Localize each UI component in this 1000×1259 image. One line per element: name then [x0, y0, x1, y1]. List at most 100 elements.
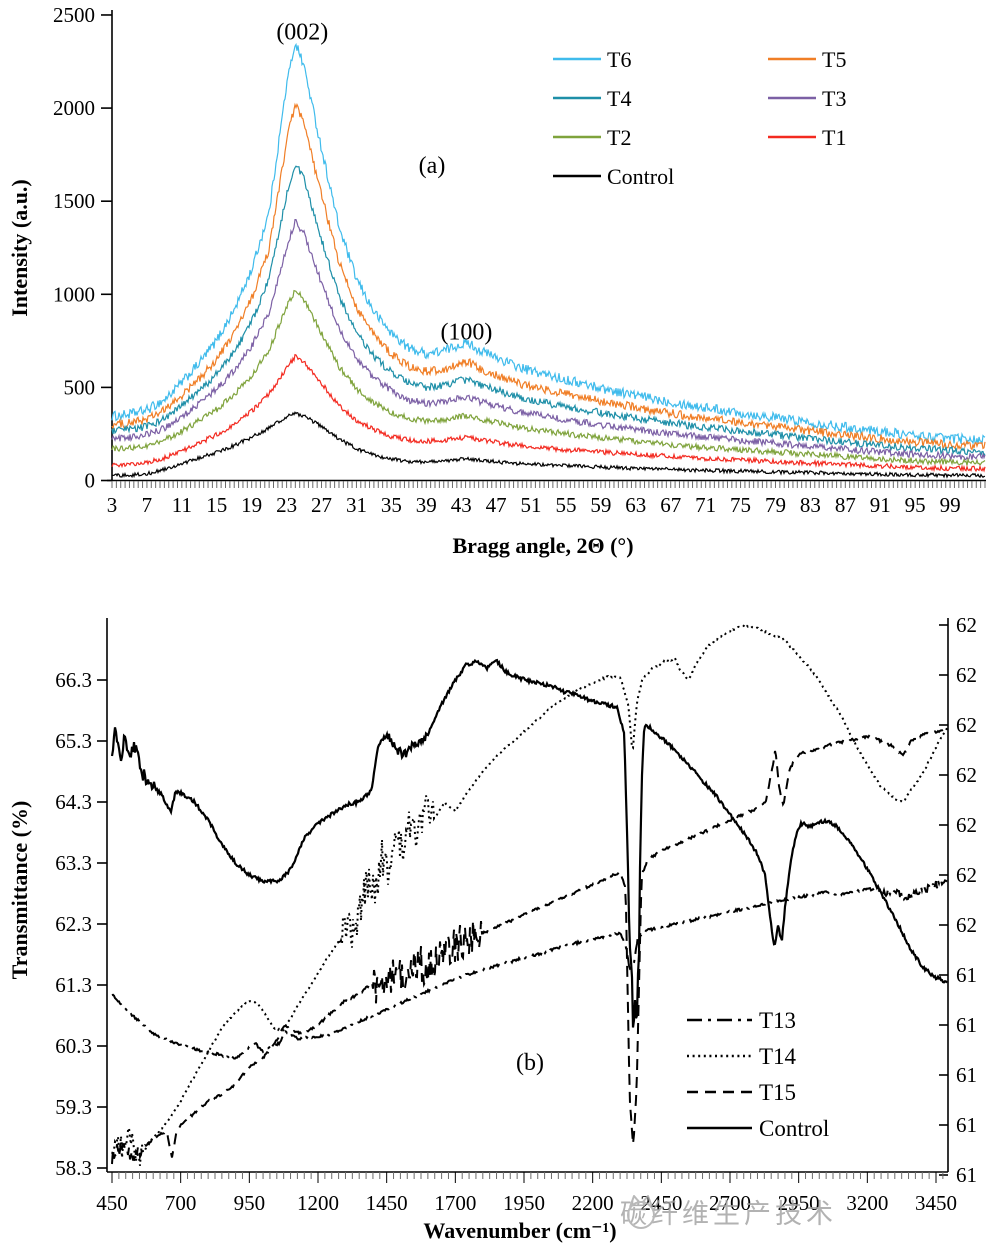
y-tick-label-right-b: 62	[956, 863, 977, 887]
x-tick-label-a: 39	[416, 493, 437, 517]
series-T4-line	[111, 165, 986, 457]
y-tick-label-right-b: 61	[956, 963, 977, 987]
y-axis-title-a: Intensity (a.u.)	[7, 179, 32, 317]
y-tick-label-right-b: 62	[956, 913, 977, 937]
x-tick-label-b: 2950	[778, 1191, 820, 1215]
x-tick-label-b: 450	[96, 1191, 128, 1215]
legend-label-Control: Control	[759, 1116, 829, 1141]
x-tick-label-a: 3	[107, 493, 118, 517]
y-tick-label-left-b: 64.3	[55, 790, 92, 814]
legend-label-Control: Control	[607, 164, 674, 189]
x-tick-label-a: 15	[206, 493, 227, 517]
x-tick-label-a: 75	[730, 493, 751, 517]
x-tick-label-b: 2700	[709, 1191, 751, 1215]
y-tick-label-right-b: 61	[956, 1163, 977, 1187]
series-Control-line	[111, 411, 986, 479]
series-T13-line	[111, 878, 948, 1061]
y-tick-label-right-b: 61	[956, 1013, 977, 1037]
series-Control-line	[110, 658, 948, 1028]
peak-annotation: (100)	[440, 320, 492, 346]
y-tick-label-left-b: 60.3	[55, 1034, 92, 1058]
series-T14-line	[111, 622, 948, 1166]
x-tick-label-a: 83	[800, 493, 821, 517]
x-tick-label-a: 27	[311, 493, 332, 517]
y-tick-label-a: 0	[85, 469, 96, 493]
x-tick-label-a: 95	[905, 493, 926, 517]
x-tick-label-a: 11	[172, 493, 192, 517]
x-tick-label-b: 2450	[640, 1191, 682, 1215]
y-tick-label-right-b: 61	[956, 1113, 977, 1137]
x-tick-label-a: 91	[870, 493, 891, 517]
legend-label-T2: T2	[607, 125, 631, 150]
y-tick-label-a: 2000	[53, 96, 95, 120]
legend-label-T14: T14	[759, 1044, 797, 1069]
panel-label-a: (a)	[419, 153, 446, 179]
y-tick-label-a: 2500	[53, 3, 95, 27]
x-axis-title-a: Bragg angle, 2Θ (°)	[452, 533, 633, 558]
y-tick-label-right-b: 62	[956, 713, 977, 737]
x-tick-label-a: 59	[590, 493, 611, 517]
series-T15-line	[111, 727, 948, 1165]
plot-area-a	[111, 42, 986, 479]
y-tick-label-left-b: 65.3	[55, 729, 92, 753]
y-tick-label-right-b: 62	[956, 613, 977, 637]
y-tick-label-left-b: 66.3	[55, 668, 92, 692]
x-tick-label-b: 700	[165, 1191, 197, 1215]
ftir-chart: 66.3 65.3 64.3 63.3 62.3 61.3 60.3 59.3 58.3 62 62…	[7, 613, 977, 1243]
legend-label-T6: T6	[607, 47, 631, 72]
x-tick-label-a: 31	[346, 493, 367, 517]
y-tick-label-right-b: 61	[956, 1063, 977, 1087]
x-tick-label-b: 950	[234, 1191, 266, 1215]
legend-label-T5: T5	[822, 47, 846, 72]
x-tick-label-a: 79	[765, 493, 786, 517]
x-tick-label-a: 99	[940, 493, 961, 517]
legend-label-T4: T4	[607, 86, 631, 111]
y-tick-label-right-b: 62	[956, 763, 977, 787]
y-tick-label-a: 1500	[53, 189, 95, 213]
xrd-chart: 0 500 1000 1500 2000 2500 3 7 11 15 19 23 27 31 35 39 43…	[7, 3, 986, 558]
series-T2-line	[111, 289, 986, 467]
legend-label-T1: T1	[822, 125, 846, 150]
x-axis-title-b: Wavenumber (cm⁻¹)	[423, 1218, 616, 1243]
x-tick-label-b: 2200	[572, 1191, 614, 1215]
x-tick-label-a: 71	[695, 493, 716, 517]
x-tick-label-a: 55	[555, 493, 576, 517]
y-tick-label-left-b: 59.3	[55, 1095, 92, 1119]
y-tick-label-left-b: 63.3	[55, 851, 92, 875]
x-tick-label-b: 1450	[366, 1191, 408, 1215]
plot-area-b	[110, 622, 948, 1166]
x-tick-label-a: 51	[521, 493, 542, 517]
x-tick-label-a: 47	[486, 493, 507, 517]
peak-annotation: (002)	[276, 20, 328, 46]
x-tick-label-b: 3450	[915, 1191, 957, 1215]
panel-label-b: (b)	[516, 1050, 544, 1076]
legend-label-T13: T13	[759, 1008, 796, 1033]
y-tick-label-left-b: 58.3	[55, 1156, 92, 1180]
x-tick-label-a: 7	[142, 493, 153, 517]
y-axis-title-b: Transmittance (%)	[7, 801, 32, 980]
y-tick-label-a: 500	[64, 375, 96, 399]
y-tick-label-right-b: 62	[956, 813, 977, 837]
series-T6-line	[111, 42, 986, 445]
y-tick-label-left-b: 61.3	[55, 973, 92, 997]
x-tick-label-a: 43	[451, 493, 472, 517]
legend-label-T3: T3	[822, 86, 846, 111]
x-tick-label-b: 1950	[503, 1191, 545, 1215]
legend-label-T15: T15	[759, 1080, 796, 1105]
x-tick-label-a: 67	[660, 493, 681, 517]
y-tick-label-a: 1000	[53, 282, 95, 306]
x-tick-label-a: 23	[276, 493, 297, 517]
x-tick-label-b: 3200	[846, 1191, 888, 1215]
series-T1-line	[111, 353, 986, 473]
y-tick-label-left-b: 62.3	[55, 912, 92, 936]
x-tick-label-b: 1700	[434, 1191, 476, 1215]
series-T3-line	[111, 219, 986, 461]
x-tick-label-a: 35	[381, 493, 402, 517]
x-tick-label-b: 1200	[297, 1191, 339, 1215]
x-tick-label-a: 63	[625, 493, 646, 517]
x-tick-label-a: 19	[241, 493, 262, 517]
x-tick-label-a: 87	[835, 493, 856, 517]
series-T5-line	[111, 102, 986, 451]
y-tick-label-right-b: 62	[956, 663, 977, 687]
